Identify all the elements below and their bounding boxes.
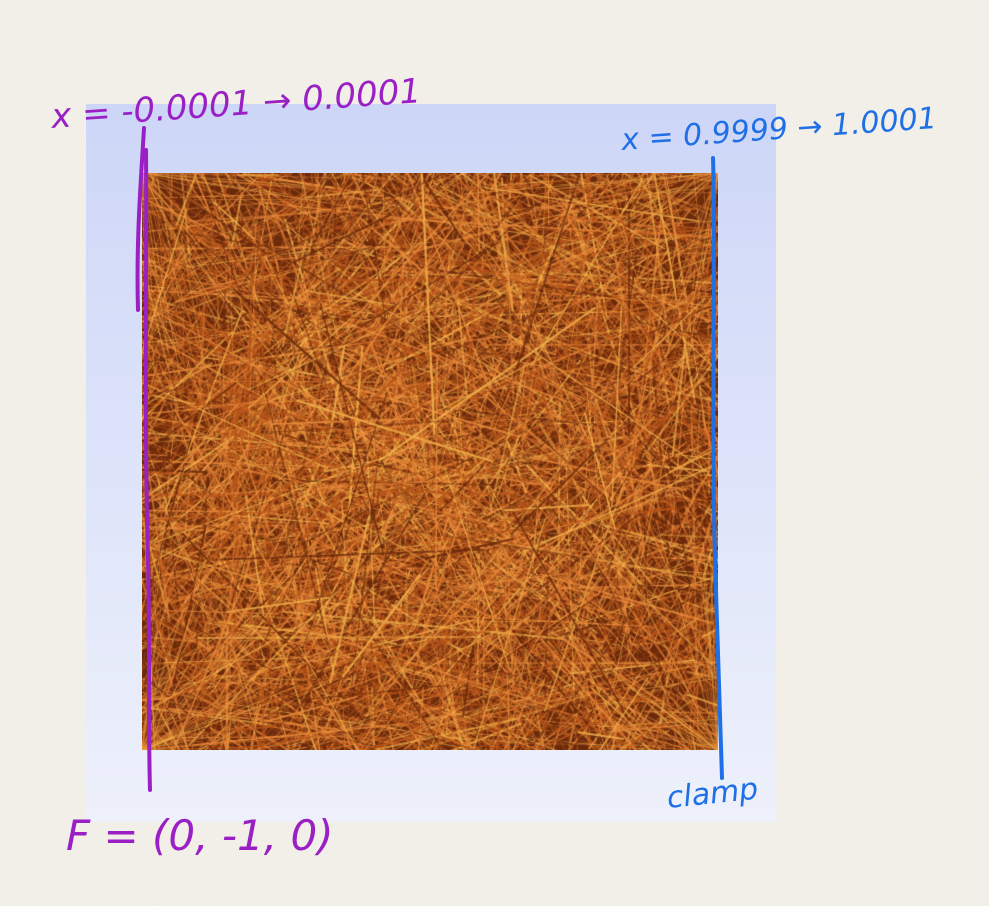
fiber-network-render xyxy=(142,173,718,750)
